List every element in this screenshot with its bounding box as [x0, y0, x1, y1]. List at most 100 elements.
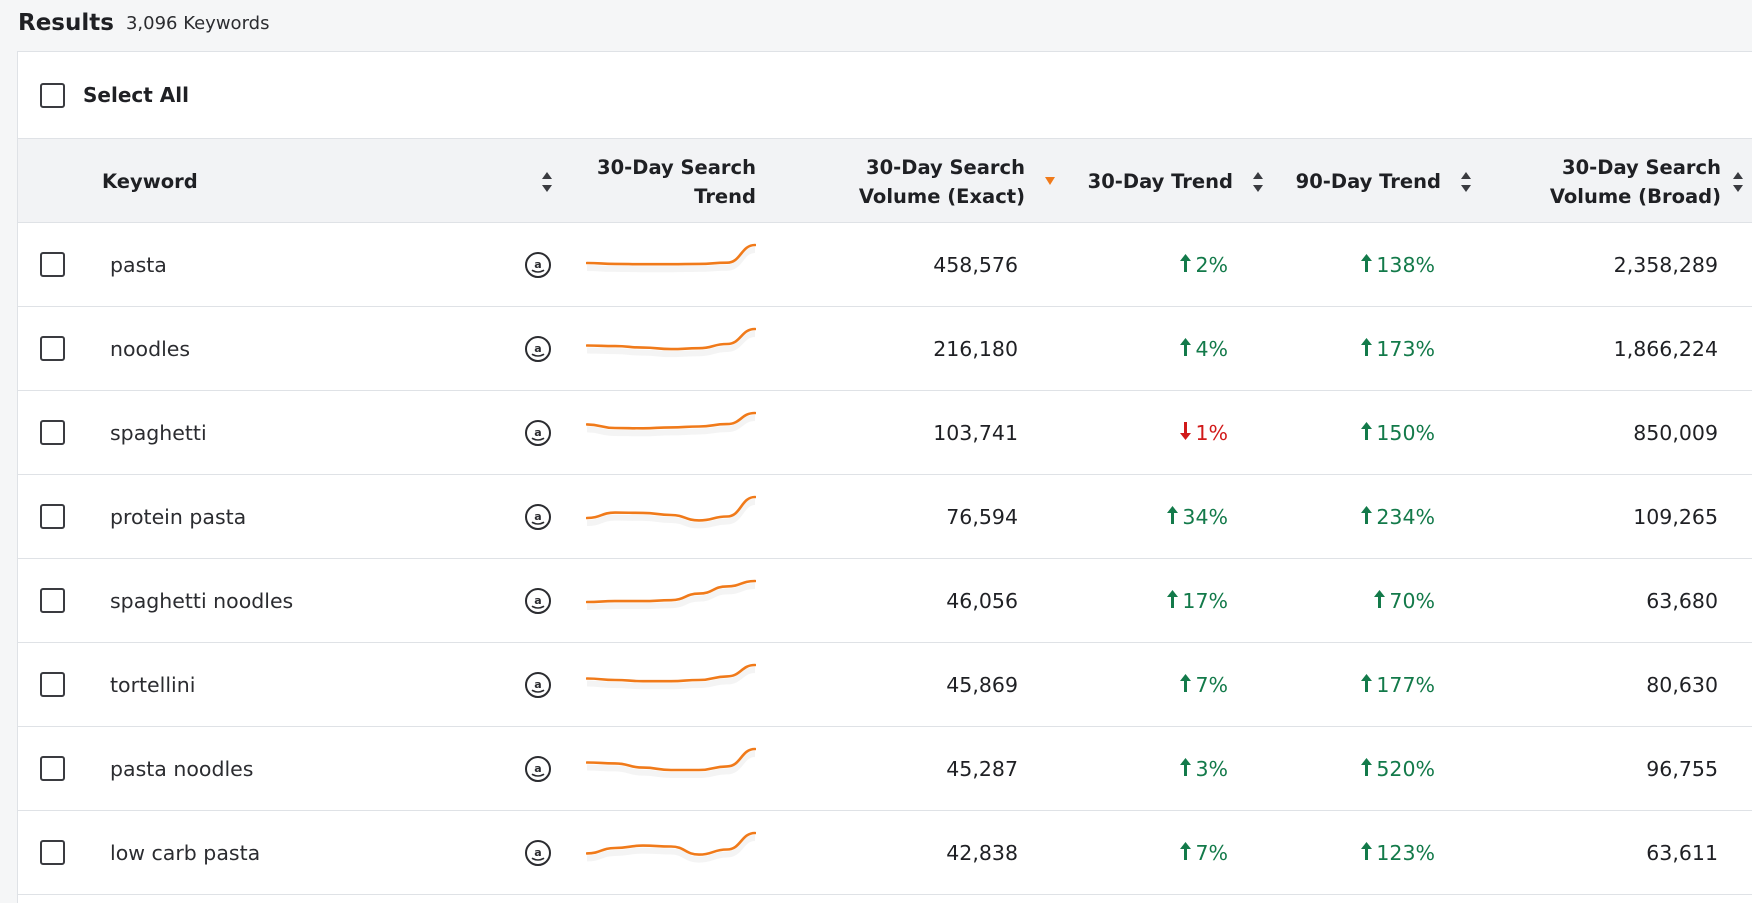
column-trend-90[interactable]: 90-Day Trend — [1288, 139, 1441, 224]
column-search-trend-label: 30-Day Search Trend — [597, 153, 756, 211]
sort-keyword-icon[interactable] — [541, 171, 553, 193]
sort-trend-30-icon[interactable] — [1252, 171, 1264, 193]
volume-exact-value: 103,741 — [933, 421, 1018, 445]
column-search-trend-line2: Trend — [694, 184, 756, 208]
svg-text:a: a — [534, 342, 541, 355]
trend-90-percent: 177% — [1376, 673, 1435, 697]
volume-broad-value: 2,358,289 — [1613, 253, 1718, 277]
row-checkbox[interactable] — [40, 588, 65, 613]
trend-30-value: 2% — [1018, 223, 1228, 307]
table-row: low carb pasta a 42,838 7% 123% 63,611 — [18, 811, 1752, 895]
volume-broad-value: 63,680 — [1646, 589, 1718, 613]
column-volume-exact-line1: 30-Day Search — [866, 155, 1025, 179]
column-volume-broad-line1: 30-Day Search — [1562, 155, 1721, 179]
trend-30-value: 1% — [1018, 391, 1228, 475]
table-row: protein pasta a 76,594 34% 234% 109,265 — [18, 475, 1752, 559]
trend-90-percent: 173% — [1376, 337, 1435, 361]
column-trend-90-label: 90-Day Trend — [1295, 170, 1441, 193]
column-trend-30-label: 30-Day Trend — [1087, 170, 1233, 193]
column-keyword[interactable]: Keyword — [102, 139, 198, 224]
column-volume-exact[interactable]: 30-Day Search Volume (Exact) — [798, 139, 1025, 224]
keyword-table-body: pasta a 458,576 2% 138% 2,358,289 noodles a 216,… — [18, 223, 1752, 895]
row-checkbox[interactable] — [40, 252, 65, 277]
table-row: pasta noodles a 45,287 3% 520% 96,755 — [18, 727, 1752, 811]
trend-30-value: 7% — [1018, 643, 1228, 727]
trend-30-percent: 7% — [1195, 673, 1228, 697]
row-checkbox[interactable] — [40, 420, 65, 445]
amazon-icon[interactable]: a — [524, 419, 552, 447]
keyword-link[interactable]: spaghetti — [110, 421, 207, 445]
sort-volume-broad-icon[interactable] — [1732, 171, 1744, 193]
search-trend-sparkline — [586, 831, 756, 863]
trend-30-percent: 17% — [1182, 589, 1228, 613]
row-checkbox[interactable] — [40, 840, 65, 865]
trend-90-value: 234% — [1228, 475, 1435, 559]
row-checkbox[interactable] — [40, 756, 65, 781]
results-header: Results 3,096 Keywords — [18, 0, 269, 46]
keyword-link[interactable]: protein pasta — [110, 505, 247, 529]
arrow-up-icon — [1179, 841, 1192, 866]
arrow-up-icon — [1179, 673, 1192, 698]
amazon-icon[interactable]: a — [524, 335, 552, 363]
arrow-up-icon — [1360, 253, 1373, 278]
volume-exact-value: 458,576 — [933, 253, 1018, 277]
column-search-trend-line1: 30-Day Search — [597, 155, 756, 179]
amazon-icon[interactable]: a — [524, 251, 552, 279]
arrow-up-icon — [1360, 757, 1373, 782]
amazon-icon[interactable]: a — [524, 671, 552, 699]
table-row: pasta a 458,576 2% 138% 2,358,289 — [18, 223, 1752, 307]
arrow-up-icon — [1179, 337, 1192, 362]
search-trend-sparkline — [586, 411, 756, 437]
row-checkbox[interactable] — [40, 504, 65, 529]
trend-90-value: 123% — [1228, 811, 1435, 895]
volume-broad-value: 1,866,224 — [1613, 337, 1718, 361]
trend-90-percent: 150% — [1376, 421, 1435, 445]
trend-30-percent: 4% — [1195, 337, 1228, 361]
column-volume-broad-line2: Volume (Broad) — [1549, 184, 1721, 208]
search-trend-sparkline — [586, 495, 756, 529]
amazon-icon[interactable]: a — [524, 755, 552, 783]
arrow-up-icon — [1360, 505, 1373, 530]
table-row: tortellini a 45,869 7% 177% 80,630 — [18, 643, 1752, 727]
trend-30-percent: 1% — [1195, 421, 1228, 445]
sort-trend-90-icon[interactable] — [1460, 171, 1472, 193]
arrow-up-icon — [1373, 589, 1386, 614]
column-trend-30[interactable]: 30-Day Trend — [1078, 139, 1233, 224]
select-all-checkbox[interactable] — [40, 82, 65, 108]
trend-30-percent: 7% — [1195, 841, 1228, 865]
keyword-link[interactable]: noodles — [110, 337, 191, 361]
amazon-icon[interactable]: a — [524, 587, 552, 615]
volume-broad-value: 850,009 — [1633, 421, 1718, 445]
table-row: noodles a 216,180 4% 173% 1,866,224 — [18, 307, 1752, 391]
trend-30-value: 34% — [1018, 475, 1228, 559]
search-trend-sparkline — [586, 579, 756, 610]
column-volume-exact-line2: Volume (Exact) — [858, 184, 1025, 208]
keyword-link[interactable]: low carb pasta — [110, 841, 261, 865]
keyword-link[interactable]: tortellini — [110, 673, 196, 697]
trend-90-percent: 520% — [1376, 757, 1435, 781]
arrow-up-icon — [1360, 337, 1373, 362]
trend-30-value: 4% — [1018, 307, 1228, 391]
row-checkbox[interactable] — [40, 672, 65, 697]
keyword-link[interactable]: pasta — [110, 253, 167, 277]
volume-broad-value: 63,611 — [1646, 841, 1718, 865]
select-all-bar: Select All — [18, 52, 1752, 138]
amazon-icon[interactable]: a — [524, 503, 552, 531]
svg-text:a: a — [534, 426, 541, 439]
svg-text:a: a — [534, 678, 541, 691]
column-volume-broad-label: 30-Day Search Volume (Broad) — [1550, 153, 1721, 211]
table-row: spaghetti a 103,741 1% 150% 850,009 — [18, 391, 1752, 475]
column-volume-broad[interactable]: 30-Day Search Volume (Broad) — [1498, 139, 1721, 224]
row-checkbox[interactable] — [40, 336, 65, 361]
arrow-up-icon — [1166, 589, 1179, 614]
sort-descending-icon[interactable] — [1044, 175, 1056, 197]
keyword-link[interactable]: pasta noodles — [110, 757, 254, 781]
column-search-trend[interactable]: 30-Day Search Trend — [578, 139, 756, 224]
select-all-label[interactable]: Select All — [83, 83, 189, 107]
keyword-link[interactable]: spaghetti noodles — [110, 589, 294, 613]
trend-90-value: 70% — [1228, 559, 1435, 643]
arrow-up-icon — [1166, 505, 1179, 530]
trend-30-percent: 3% — [1195, 757, 1228, 781]
amazon-icon[interactable]: a — [524, 839, 552, 867]
svg-text:a: a — [534, 510, 541, 523]
